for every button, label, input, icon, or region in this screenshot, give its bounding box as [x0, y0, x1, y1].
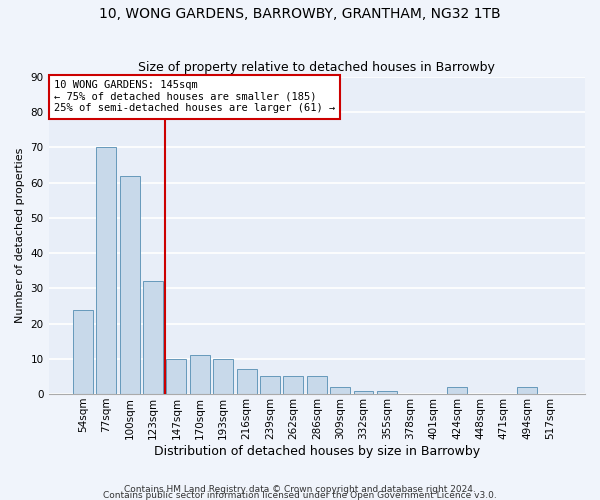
- Title: Size of property relative to detached houses in Barrowby: Size of property relative to detached ho…: [139, 62, 495, 74]
- Y-axis label: Number of detached properties: Number of detached properties: [15, 148, 25, 323]
- X-axis label: Distribution of detached houses by size in Barrowby: Distribution of detached houses by size …: [154, 444, 480, 458]
- Bar: [377, 390, 397, 394]
- Bar: [447, 387, 467, 394]
- Text: 10 WONG GARDENS: 145sqm
← 75% of detached houses are smaller (185)
25% of semi-d: 10 WONG GARDENS: 145sqm ← 75% of detache…: [54, 80, 335, 114]
- Bar: [97, 148, 116, 394]
- Bar: [190, 356, 210, 394]
- Bar: [236, 370, 257, 394]
- Bar: [73, 310, 93, 394]
- Bar: [120, 176, 140, 394]
- Bar: [166, 359, 187, 394]
- Bar: [353, 390, 373, 394]
- Bar: [213, 359, 233, 394]
- Bar: [143, 282, 163, 394]
- Bar: [260, 376, 280, 394]
- Text: Contains public sector information licensed under the Open Government Licence v3: Contains public sector information licen…: [103, 490, 497, 500]
- Text: Contains HM Land Registry data © Crown copyright and database right 2024.: Contains HM Land Registry data © Crown c…: [124, 485, 476, 494]
- Bar: [330, 387, 350, 394]
- Bar: [307, 376, 327, 394]
- Bar: [283, 376, 304, 394]
- Text: 10, WONG GARDENS, BARROWBY, GRANTHAM, NG32 1TB: 10, WONG GARDENS, BARROWBY, GRANTHAM, NG…: [99, 8, 501, 22]
- Bar: [517, 387, 537, 394]
